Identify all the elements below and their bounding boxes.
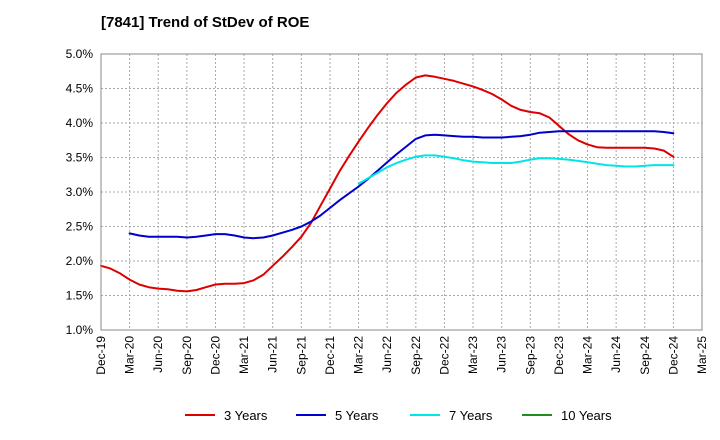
series-line-3-years xyxy=(100,74,675,293)
x-tick-label: Jun-22 xyxy=(380,336,394,373)
x-tick-label: Jun-24 xyxy=(609,336,623,373)
y-tick-label: 2.0% xyxy=(66,254,94,268)
legend-label: 5 Years xyxy=(335,408,379,423)
x-tick-label: Jun-23 xyxy=(495,336,509,373)
x-tick-label: Sep-22 xyxy=(409,336,423,375)
y-tick-label: 2.5% xyxy=(66,220,94,234)
x-tick-label: Mar-21 xyxy=(237,336,251,374)
x-tick-label: Mar-24 xyxy=(581,336,595,374)
x-tick-label: Sep-21 xyxy=(294,336,308,375)
x-tick-label: Dec-21 xyxy=(323,336,337,375)
series-line-5-years xyxy=(128,130,675,240)
x-tick-label: Mar-20 xyxy=(123,336,137,374)
x-tick-label: Mar-22 xyxy=(352,336,366,374)
y-tick-label: 3.0% xyxy=(66,185,94,199)
plot-frame xyxy=(100,53,703,331)
x-tick-label: Sep-23 xyxy=(523,336,537,375)
x-tick-label: Mar-25 xyxy=(695,336,709,374)
x-tick-label: Dec-19 xyxy=(94,336,108,375)
y-tick-label: 1.0% xyxy=(66,323,94,337)
legend-label: 3 Years xyxy=(224,408,268,423)
y-tick-label: 5.0% xyxy=(66,47,94,61)
x-tick-label: Sep-20 xyxy=(180,336,194,375)
y-tick-label: 4.5% xyxy=(66,82,94,96)
chart-title: [7841] Trend of StDev of ROE xyxy=(101,14,310,31)
legend-label: 7 Years xyxy=(449,408,493,423)
series-lines xyxy=(100,74,675,293)
x-tick-label: Dec-23 xyxy=(552,336,566,375)
y-tick-label: 4.0% xyxy=(66,116,94,130)
legend-label: 10 Years xyxy=(561,408,612,423)
x-tick-label: Jun-20 xyxy=(151,336,165,373)
y-tick-label: 3.5% xyxy=(66,151,94,165)
x-tick-label: Dec-22 xyxy=(437,336,451,375)
x-tick-label: Mar-23 xyxy=(466,336,480,374)
grid-lines xyxy=(100,53,703,331)
x-tick-label: Sep-24 xyxy=(638,336,652,375)
legend: 3 Years 5 Years 7 Years 10 Years xyxy=(185,408,612,423)
x-tick-label: Dec-24 xyxy=(666,336,680,375)
x-tick-label: Jun-21 xyxy=(266,336,280,373)
y-tick-label: 1.5% xyxy=(66,289,94,303)
y-axis-ticks: 1.0% 1.5% 2.0% 2.5% 3.0% 3.5% 4.0% 4.5% 5.0% xyxy=(66,47,94,337)
series-line-7-years xyxy=(357,154,675,185)
x-axis-ticks: Dec-19 Mar-20 Jun-20 Sep-20 Dec-20 Mar-21 Jun-… xyxy=(94,336,709,375)
x-tick-label: Dec-20 xyxy=(208,336,222,375)
